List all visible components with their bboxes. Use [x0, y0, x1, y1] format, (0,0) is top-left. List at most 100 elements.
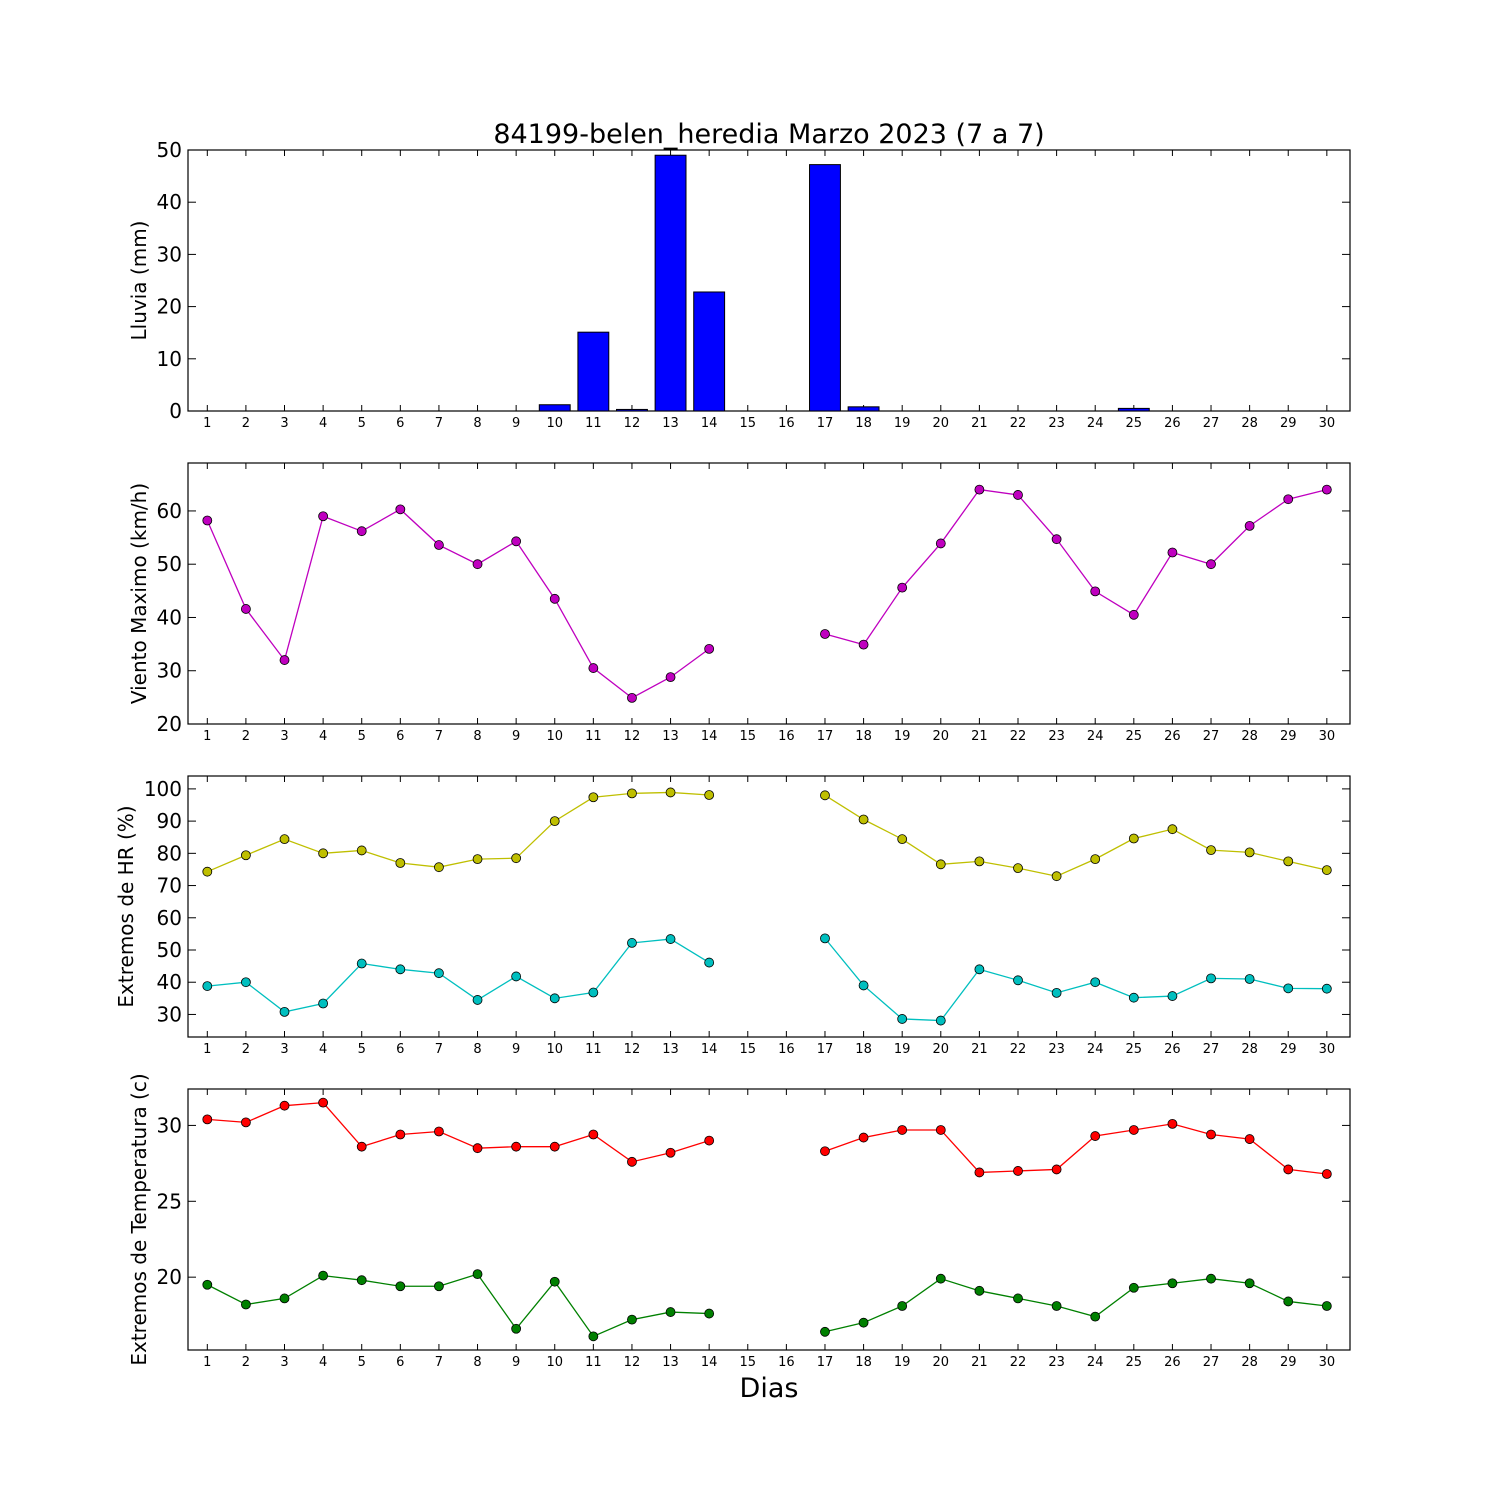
x-tick-label: 2: [242, 1355, 250, 1370]
data-point: [897, 1014, 908, 1024]
x-tick-label: 15: [739, 729, 756, 744]
data-point: [279, 1006, 290, 1017]
data-point: [1051, 1301, 1062, 1311]
data-point: [1128, 609, 1139, 620]
data-point: [1090, 1131, 1101, 1141]
data-point: [704, 643, 715, 654]
y-axis-label: Extremos de Temperatura (c): [127, 1073, 151, 1365]
x-tick-label: 1: [203, 1042, 211, 1057]
data-point: [356, 526, 367, 537]
data-point: [897, 582, 908, 593]
x-tick-label: 8: [473, 416, 481, 431]
x-tick-label: 27: [1203, 1355, 1220, 1370]
x-tick-label: 16: [778, 416, 795, 431]
data-point: [704, 790, 715, 800]
data-point: [202, 981, 213, 991]
y-tick-label: 25: [157, 1189, 182, 1213]
data-point: [588, 663, 599, 673]
data-point: [1321, 1301, 1332, 1311]
x-tick-label: 2: [242, 729, 250, 744]
series-viento-0: [202, 484, 1332, 703]
x-tick-label: 23: [1048, 729, 1065, 744]
x-tick-label: 19: [894, 416, 911, 431]
data-point: [935, 538, 946, 549]
y-tick-label: 30: [157, 242, 182, 266]
x-tick-label: 17: [817, 1042, 834, 1057]
data-point: [511, 971, 522, 982]
x-tick-label: 18: [855, 1355, 872, 1370]
y-tick-label: 100: [144, 777, 182, 801]
data-point: [434, 968, 444, 979]
x-tick-label: 25: [1126, 1042, 1143, 1057]
x-tick-label: 20: [933, 1042, 950, 1057]
x-tick-label: 5: [358, 416, 366, 431]
x-tick-label: 25: [1126, 416, 1143, 431]
data-point: [1013, 1293, 1023, 1304]
bar: [577, 331, 610, 412]
x-tick-label: 20: [933, 729, 950, 744]
series-line: [206, 508, 710, 699]
series-line: [824, 488, 1327, 646]
data-point: [1244, 847, 1255, 858]
data-point: [202, 866, 213, 877]
x-tick-label: 9: [512, 1042, 520, 1057]
data-point: [318, 848, 329, 859]
series-line: [207, 791, 710, 873]
data-point: [318, 1270, 329, 1281]
y-tick-label: 60: [157, 499, 182, 523]
series-line: [824, 1277, 1327, 1333]
x-tick-label: 8: [473, 1042, 481, 1057]
data-point: [665, 934, 676, 944]
y-axis-label: Lluvia (mm): [127, 221, 151, 341]
x-tick-label: 24: [1087, 416, 1104, 431]
x-tick-label: 24: [1087, 729, 1104, 744]
data-point: [241, 1299, 251, 1310]
data-point: [1167, 1278, 1178, 1289]
data-point: [1013, 1166, 1023, 1176]
x-tick-label: 27: [1203, 729, 1220, 744]
x-tick-label: 17: [817, 1355, 834, 1370]
data-point: [858, 980, 869, 991]
data-point: [665, 672, 676, 683]
data-point: [1051, 534, 1062, 545]
data-point: [1051, 987, 1062, 998]
data-point: [1206, 845, 1216, 856]
data-point: [318, 1097, 329, 1108]
series-temp-0: [202, 1097, 1332, 1179]
data-point: [1013, 490, 1023, 500]
data-point: [820, 790, 830, 801]
x-tick-label: 29: [1280, 729, 1297, 744]
x-tick-label: 30: [1319, 1355, 1336, 1370]
x-tick-label: 5: [358, 1042, 366, 1057]
x-tick-label: 16: [778, 1355, 795, 1370]
data-point: [858, 639, 869, 650]
data-point: [1321, 484, 1332, 495]
data-point: [472, 854, 483, 865]
x-tick-label: 26: [1164, 416, 1181, 431]
data-point: [665, 1147, 676, 1158]
data-point: [897, 834, 908, 845]
x-tick-label: 22: [1010, 729, 1027, 744]
x-tick-label: 10: [546, 416, 563, 431]
x-tick-label: 14: [701, 1042, 718, 1057]
y-tick-label: 50: [157, 552, 182, 576]
x-tick-label: 28: [1241, 416, 1258, 431]
bar: [847, 406, 880, 412]
series-line: [824, 937, 1327, 1022]
data-point: [588, 1129, 599, 1140]
data-point: [1321, 983, 1332, 994]
x-tick-label: 19: [894, 1355, 911, 1370]
data-point: [1244, 1134, 1255, 1144]
data-point: [1013, 975, 1023, 986]
x-tick-label: 26: [1164, 1355, 1181, 1370]
x-tick-label: 14: [701, 416, 718, 431]
x-tick-label: 15: [739, 1355, 756, 1370]
series-line: [824, 794, 1327, 877]
x-tick-label: 18: [855, 416, 872, 431]
data-point: [279, 1100, 290, 1111]
data-point: [549, 1276, 560, 1287]
data-point: [434, 1281, 444, 1292]
